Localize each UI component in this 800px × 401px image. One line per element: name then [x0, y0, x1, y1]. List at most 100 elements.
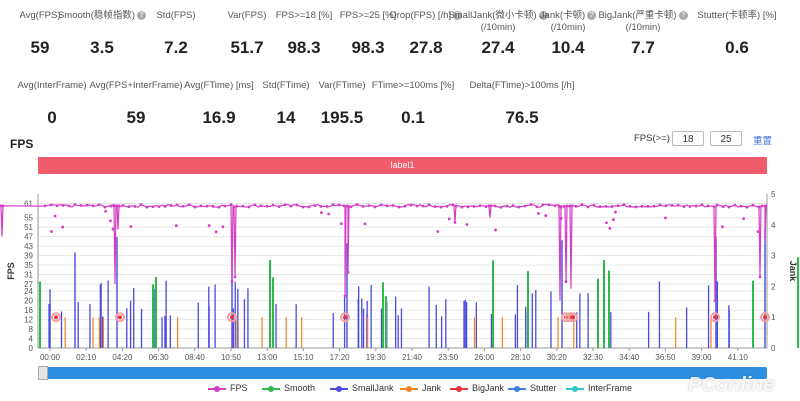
y-tick-label: 27	[24, 280, 33, 289]
fps-point	[646, 204, 650, 208]
fps-point	[499, 205, 503, 209]
fps-point	[658, 203, 662, 207]
frametime-stat: Avg(FTime) [ms] 16.9	[159, 80, 279, 128]
label-bar[interactable]: label1	[38, 157, 767, 174]
x-tick-label: 34:40	[619, 353, 640, 362]
summary-stat: Smooth(稳帧指数)? 3.5	[42, 10, 162, 58]
y-tick-label: 20	[24, 297, 33, 306]
fps-point	[676, 203, 680, 207]
fps-point	[109, 204, 113, 208]
help-icon[interactable]: ?	[587, 10, 597, 20]
x-tick-label: 00:00	[40, 353, 61, 362]
frametime-stat: Delta(FTime)>100ms [/h] 76.5	[462, 80, 582, 128]
fps-point	[439, 205, 443, 209]
fps-point	[598, 205, 602, 208]
help-icon[interactable]: ?	[137, 10, 147, 20]
summary-stat: BigJank(严重卡顿)? (/10min) 7.7	[583, 10, 703, 58]
y-tick-label: 0	[29, 344, 34, 353]
bigjank-marker	[568, 312, 578, 323]
fps-point	[564, 280, 568, 284]
legend-label: Stutter	[530, 383, 557, 393]
frametime-stat: Var(FTime) 195.5	[282, 80, 402, 128]
help-icon[interactable]: ?	[538, 10, 548, 20]
stat-value: 195.5	[320, 108, 364, 127]
stat-label: FPS>=25 [%]	[339, 10, 397, 21]
fps-point	[214, 230, 218, 234]
fps-point	[466, 205, 470, 209]
fps-point	[403, 204, 407, 208]
fps-point	[592, 203, 596, 207]
legend-item-bigjank[interactable]: BigJank	[450, 383, 504, 393]
fps-point	[109, 219, 112, 223]
fps-point	[634, 205, 638, 209]
legend-label: Jank	[422, 383, 442, 393]
legend-item-jank[interactable]: Jank	[400, 383, 441, 393]
fps-point	[604, 204, 608, 208]
fps-point	[565, 204, 569, 208]
fps-threshold-input-2[interactable]: 25	[710, 131, 742, 146]
bigjank-marker	[763, 315, 767, 320]
y-tick-label: 39	[24, 252, 33, 261]
fps-threshold-input-1[interactable]: 18	[672, 131, 704, 146]
stat-value: 59	[126, 108, 146, 127]
fps-point	[640, 204, 644, 208]
stat-label: Avg(FPS+InterFrame)	[89, 80, 183, 91]
fps-point	[553, 204, 557, 208]
fps-point	[1, 204, 5, 208]
bigjank-marker	[713, 315, 717, 320]
stat-value: 0	[47, 108, 57, 127]
x-tick-label: 15:10	[293, 353, 314, 362]
y-tick-label: 43	[24, 242, 33, 251]
legend-item-smalljank[interactable]: SmallJank	[330, 383, 394, 393]
fps-point	[313, 204, 317, 207]
fps-point	[436, 230, 440, 233]
y-tick-label: 4	[29, 335, 34, 344]
fps-point	[211, 204, 215, 208]
fps-point	[688, 205, 692, 208]
stat-label: Var(FTime)	[318, 80, 366, 91]
fps-point	[523, 204, 527, 208]
fps-point	[529, 203, 533, 206]
fps-point	[570, 204, 574, 208]
fps-point	[694, 204, 698, 208]
legend-item-interframe[interactable]: InterFrame	[566, 383, 632, 393]
x-tick-label: 06:30	[149, 353, 170, 362]
fps-point	[343, 294, 347, 298]
fps-point	[157, 205, 161, 209]
fps-point	[43, 204, 47, 208]
fps-point	[682, 205, 686, 208]
legend-item-stutter[interactable]: Stutter	[508, 383, 557, 393]
legend-item-smooth[interactable]: Smooth	[262, 383, 315, 393]
fps-point	[229, 203, 233, 207]
fps-point	[427, 203, 431, 207]
stat-label-unit: (/10min)	[550, 22, 586, 33]
scrollbar-handle[interactable]	[38, 366, 48, 380]
fps-point	[199, 204, 203, 208]
stat-value: 98.3	[287, 38, 321, 57]
stat-label: Avg(FTime) [ms]	[184, 80, 254, 91]
fps-panel-title: FPS	[10, 137, 34, 151]
fps-point	[163, 204, 167, 208]
fps-point	[472, 204, 476, 208]
fps-point	[664, 216, 667, 220]
x-tick-label: 41:10	[728, 353, 749, 362]
frametime-stat: Avg(FPS+InterFrame) 59	[76, 80, 196, 128]
fps-point	[544, 214, 548, 217]
x-tick-label: 30:20	[547, 353, 568, 362]
legend-swatch-icon	[450, 385, 468, 392]
fps-point	[363, 222, 367, 226]
timeline-scrollbar[interactable]	[38, 367, 767, 379]
fps-point	[547, 203, 551, 207]
x-tick-label: 08:40	[185, 353, 206, 362]
reset-button[interactable]: 重置	[753, 136, 773, 147]
fps-point	[265, 204, 269, 208]
fps-point	[355, 203, 359, 206]
legend-item-fps[interactable]: FPS	[208, 383, 248, 393]
bigjank-marker	[118, 315, 122, 320]
help-icon[interactable]: ?	[678, 10, 688, 20]
help-icon[interactable]: ?	[453, 10, 463, 20]
fps-point	[232, 205, 236, 209]
fps-point	[664, 204, 668, 208]
bigjank-marker	[115, 312, 125, 323]
